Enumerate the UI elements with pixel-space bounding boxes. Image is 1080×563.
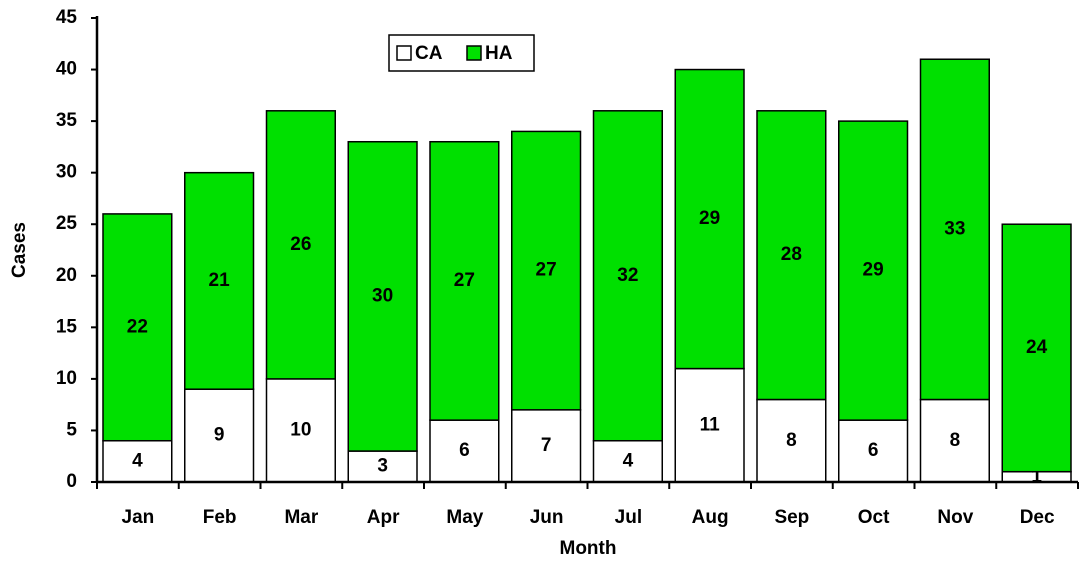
data-label: 29 xyxy=(699,208,720,229)
bar-segment xyxy=(756,110,827,401)
bar-segment xyxy=(674,68,745,370)
data-label: 28 xyxy=(781,244,802,265)
bar-segment xyxy=(429,140,500,421)
data-label: 3 xyxy=(377,456,388,477)
data-label: 29 xyxy=(863,260,884,281)
legend-swatch xyxy=(396,45,412,61)
y-tick-label: 35 xyxy=(56,110,78,131)
data-label: 27 xyxy=(536,260,557,281)
bar-segment xyxy=(102,213,173,442)
data-label: 8 xyxy=(786,430,797,451)
data-label: 10 xyxy=(290,419,311,440)
bar-segment xyxy=(511,409,582,483)
data-label: 8 xyxy=(950,430,961,451)
bar-segment xyxy=(347,140,418,452)
x-tick-label: Feb xyxy=(203,507,237,528)
x-tick-label: Jul xyxy=(615,507,642,528)
y-tick-label: 40 xyxy=(56,59,77,80)
data-label: 32 xyxy=(617,265,638,286)
x-tick-label: Sep xyxy=(774,507,809,528)
y-tick-label: 20 xyxy=(56,265,77,286)
y-tick-label: 10 xyxy=(56,368,77,389)
x-tick-label: Jun xyxy=(530,507,564,528)
x-tick-label: Oct xyxy=(858,507,890,528)
data-label: 7 xyxy=(541,435,552,456)
y-tick-label: 15 xyxy=(56,316,78,337)
x-tick-label: Apr xyxy=(367,507,400,528)
data-label: 6 xyxy=(868,440,879,461)
y-tick-label: 45 xyxy=(56,7,78,28)
data-label: 27 xyxy=(454,270,475,291)
x-tick-label: Nov xyxy=(937,507,973,528)
bar-segment xyxy=(674,367,745,483)
data-label: 26 xyxy=(290,234,311,255)
bar-segment xyxy=(1001,223,1072,473)
data-label: 30 xyxy=(372,285,393,306)
bar-segment xyxy=(592,110,663,442)
data-label: 9 xyxy=(214,425,225,446)
bar-segment xyxy=(429,419,500,483)
x-tick-label: May xyxy=(446,507,483,528)
data-label: 4 xyxy=(132,450,143,471)
data-label: 33 xyxy=(944,218,965,239)
bar-segment xyxy=(838,120,909,421)
y-axis-label: Cases xyxy=(9,222,30,278)
y-tick-label: 0 xyxy=(66,471,77,492)
legend-label: CA xyxy=(415,43,443,64)
bar-segment xyxy=(184,388,255,483)
data-label: 22 xyxy=(127,316,148,337)
data-label: 1 xyxy=(1031,466,1042,487)
bar-segment xyxy=(347,450,418,483)
data-label: 11 xyxy=(700,414,721,435)
legend-box xyxy=(388,34,535,72)
y-tick-label: 30 xyxy=(56,162,77,183)
x-axis-label: Month xyxy=(560,538,617,559)
bar-segment xyxy=(838,419,909,483)
legend-swatch xyxy=(466,45,482,61)
data-label: 6 xyxy=(459,440,470,461)
x-tick-label: Dec xyxy=(1020,507,1055,528)
bar-segment xyxy=(265,110,336,380)
legend-label: HA xyxy=(485,43,513,64)
bar-segment xyxy=(919,58,990,401)
bar-segment xyxy=(592,440,663,483)
data-label: 21 xyxy=(209,270,231,291)
x-tick-label: Aug xyxy=(692,507,729,528)
bar-segment xyxy=(184,171,255,390)
bar-segment xyxy=(756,398,827,483)
data-label: 4 xyxy=(623,450,634,471)
data-label: 24 xyxy=(1026,337,1048,358)
bar-segment xyxy=(511,130,582,411)
y-tick-label: 5 xyxy=(66,419,77,440)
y-tick-label: 25 xyxy=(56,213,78,234)
x-tick-label: Mar xyxy=(284,507,318,528)
x-tick-label: Jan xyxy=(122,507,155,528)
